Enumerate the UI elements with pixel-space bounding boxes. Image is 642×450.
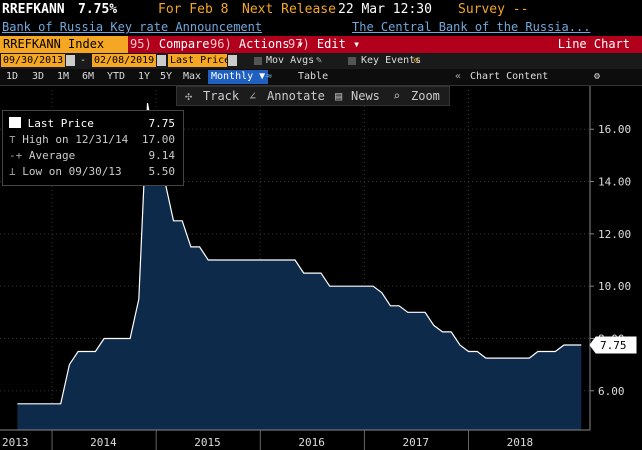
- legend-last-price: Last Price 7.75: [9, 116, 179, 132]
- period-bar: 1D 3D 1M 6M YTD 1Y 5Y Max Monthly ▼ ≈ Ta…: [0, 69, 642, 86]
- compare-label: Compare: [158, 37, 210, 51]
- y-tick-label: 14.00: [598, 176, 631, 189]
- period-6m[interactable]: 6M: [82, 71, 95, 82]
- edit-button[interactable]: 97) Edit ▾: [288, 36, 360, 53]
- legend-average-label: Average: [28, 149, 76, 162]
- period-3d[interactable]: 3D: [32, 71, 45, 82]
- track-button[interactable]: Track: [203, 89, 240, 103]
- actions-num: 96): [210, 37, 232, 51]
- end-date-field[interactable]: 02/08/2019: [92, 54, 157, 67]
- x-tick-label: 2018: [507, 436, 534, 449]
- x-tick-label: 2013: [2, 436, 29, 449]
- last-value: 7.75%: [78, 2, 118, 17]
- zoom-button[interactable]: Zoom: [411, 89, 440, 103]
- legend-average-value: 9.14: [148, 149, 176, 162]
- description-link[interactable]: Bank of Russia Key rate Announcement: [2, 20, 263, 34]
- field-select[interactable]: Last Price: [168, 54, 231, 67]
- double-arrow-icon[interactable]: «: [413, 55, 420, 66]
- legend-high-value: 17.00: [141, 133, 175, 146]
- y-tick-label: 6.00: [598, 385, 625, 398]
- settings-gear-icon[interactable]: ⚙: [594, 71, 601, 82]
- date-range-bar: 09/30/2013 - 02/08/2019 Last Price Mov A…: [0, 53, 642, 69]
- table-button[interactable]: Table: [298, 71, 329, 82]
- next-release-label: Next Release: [242, 2, 336, 17]
- legend-high-label: High on 12/31/14: [22, 133, 129, 146]
- ticker-field[interactable]: RREFKANN Index: [0, 36, 128, 53]
- edit-num: 97): [288, 37, 310, 51]
- legend-last-price-label: Last Price: [27, 117, 94, 130]
- key-events-checkbox[interactable]: [348, 57, 356, 65]
- period-1m[interactable]: 1M: [57, 71, 70, 82]
- white-swatch-icon: [9, 117, 21, 128]
- high-marker-icon: ⊤: [9, 133, 16, 146]
- y-tick-label: 12.00: [598, 228, 631, 241]
- compare-num: 95): [130, 37, 152, 51]
- actions-label: Actions ▾: [238, 37, 304, 51]
- chart-content-button[interactable]: Chart Content: [470, 71, 549, 82]
- compare-button[interactable]: 95) Compare: [130, 36, 210, 53]
- last-value-label: 7.75: [600, 339, 627, 352]
- source-link[interactable]: The Central Bank of the Russia...: [352, 20, 591, 34]
- legend-low-label: Low on 09/30/13: [22, 165, 122, 178]
- chart-toolbar: ✣ Track ∠ Annotate ▤ News ⌕ Zoom: [176, 86, 450, 106]
- y-tick-label: 16.00: [598, 123, 631, 136]
- period-ytd[interactable]: YTD: [107, 71, 126, 82]
- legend-high: ⊤ High on 12/31/14 17.00: [9, 132, 179, 148]
- next-release-value: 22 Mar 12:30: [338, 2, 432, 17]
- series-line: [17, 103, 582, 405]
- edit-label: Edit ▾: [316, 37, 361, 51]
- period-5y[interactable]: 5Y: [160, 71, 173, 82]
- frequency-select[interactable]: Monthly ▼: [208, 70, 269, 84]
- pencil-icon[interactable]: ✎: [316, 55, 323, 66]
- ticker-short: RREFKANN: [2, 2, 65, 17]
- start-date-field[interactable]: 09/30/2013: [1, 54, 66, 67]
- chart-type-label[interactable]: Line Chart: [557, 37, 630, 51]
- last-value-box: [589, 336, 637, 354]
- news-icon[interactable]: ▤: [335, 89, 343, 103]
- x-tick-label: 2015: [194, 436, 221, 449]
- mov-avgs-checkbox[interactable]: [254, 57, 262, 65]
- track-icon[interactable]: ✣: [185, 89, 193, 103]
- for-date: For Feb 8: [158, 2, 229, 17]
- date-dash: -: [80, 55, 87, 66]
- mov-avgs-label[interactable]: Mov Avgs: [266, 55, 315, 66]
- x-tick-label: 2016: [298, 436, 325, 449]
- y-tick-label: 10.00: [598, 280, 631, 293]
- security-description: Bank of Russia Key rate Announcement The…: [0, 19, 642, 36]
- collapse-icon[interactable]: «: [455, 71, 462, 82]
- last-value-marker: 7.75: [589, 336, 637, 354]
- period-1y[interactable]: 1Y: [138, 71, 151, 82]
- x-tick-label: 2014: [90, 436, 117, 449]
- legend-last-price-value: 7.75: [148, 117, 176, 130]
- field-dropdown-icon[interactable]: [228, 55, 237, 66]
- legend-low: ⊥ Low on 09/30/13 5.50: [9, 164, 179, 180]
- line-style-icon[interactable]: ≈: [266, 71, 273, 82]
- period-max[interactable]: Max: [183, 71, 202, 82]
- legend-low-value: 5.50: [148, 165, 176, 178]
- period-1d[interactable]: 1D: [6, 71, 19, 82]
- annotate-button[interactable]: Annotate: [267, 89, 325, 103]
- start-calendar-icon[interactable]: [66, 55, 75, 66]
- function-bar: RREFKANN Index 95) Compare 96) Actions ▾…: [0, 36, 642, 53]
- low-marker-icon: ⊥: [9, 165, 16, 178]
- key-events-label[interactable]: Key Events: [361, 55, 422, 66]
- end-calendar-icon[interactable]: [157, 55, 166, 66]
- average-marker-icon: -+: [9, 149, 23, 162]
- survey-label: Survey --: [458, 2, 529, 17]
- legend-average: -+ Average 9.14: [9, 148, 179, 164]
- x-tick-label: 2017: [402, 436, 429, 449]
- actions-button[interactable]: 96) Actions ▾: [210, 36, 304, 53]
- news-button[interactable]: News: [351, 89, 380, 103]
- security-header: RREFKANN 7.75% For Feb 8 Next Release 22…: [0, 0, 642, 19]
- chart-legend: Last Price 7.75 ⊤ High on 12/31/14 17.00…: [2, 110, 184, 186]
- x-axis: 2013 2014 2015 2016 2017 2018: [0, 429, 590, 450]
- zoom-icon[interactable]: ⌕: [393, 89, 401, 103]
- annotate-icon[interactable]: ∠: [249, 89, 257, 103]
